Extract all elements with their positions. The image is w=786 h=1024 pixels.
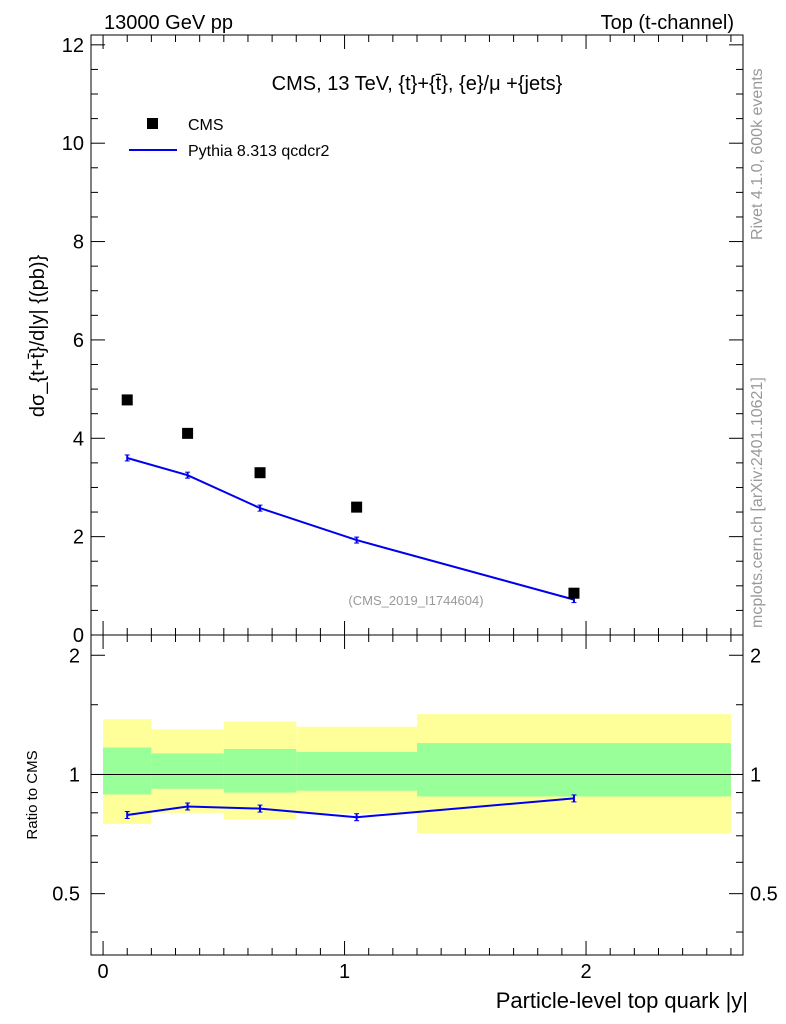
uncertainty-band-green	[296, 751, 417, 791]
header-left: 13000 GeV pp	[104, 12, 233, 34]
cms-data-point	[182, 427, 194, 439]
ratio-ytick-label-left: 2	[69, 645, 80, 667]
uncertainty-band-green	[103, 747, 152, 795]
legend-label-pythia: Pythia 8.313 qcdcr2	[188, 143, 330, 160]
ratio-ytick-label-right: 0.5	[750, 884, 778, 906]
main-ytick-label: 0	[73, 625, 84, 647]
ratio-panel: 0.5 0.5 1 1 2 2 0 1 2 Ratio to CMS Particle-leve…	[24, 634, 778, 1013]
xtick-label: 0	[98, 961, 109, 983]
main-ytick-label: 12	[62, 35, 84, 57]
ratio-ytick-label-left: 0.5	[52, 884, 80, 906]
uncertainty-band-green	[151, 753, 224, 789]
legend-marker-cms	[147, 118, 158, 129]
xtick-label: 2	[580, 961, 591, 983]
ratio-ylabel: Ratio to CMS	[24, 750, 41, 839]
rivet-label: Rivet 4.1.0, 600k events	[749, 68, 766, 240]
ratio-ytick-label-right: 2	[750, 645, 761, 667]
xtick-label: 1	[339, 961, 350, 983]
cms-data-point	[121, 394, 133, 406]
xaxis-label: Particle-level top quark |y|	[496, 988, 748, 1013]
analysis-annotation: (CMS_2019_I1744604)	[348, 593, 483, 608]
mcplots-label: mcplots.cern.ch [arXiv:2401.10621]	[749, 377, 766, 628]
cms-data-point	[351, 501, 363, 513]
main-ytick-label: 6	[73, 330, 84, 352]
ratio-ytick-label-left: 1	[69, 764, 80, 786]
cms-data-point	[254, 467, 266, 479]
main-ytick-label: 2	[73, 527, 84, 549]
main-panel: 0 2 4 6 8 10 12 CMS, 13 TeV, {t}+{t̄}, {e}/μ +…	[27, 34, 744, 647]
main-ytick-label: 10	[62, 133, 84, 155]
uncertainty-band-green	[417, 743, 731, 797]
pythia-line	[126, 457, 575, 601]
uncertainty-band-green	[223, 748, 297, 793]
main-ytick-label: 8	[73, 232, 84, 254]
ratio-ytick-label-right: 1	[750, 764, 761, 786]
main-ytick-label: 4	[73, 428, 84, 450]
header-right: Top (t-channel)	[601, 12, 734, 34]
cms-data-point	[568, 587, 580, 599]
main-ylabel: dσ_{t+t̄}/d|y| {(pb)}	[27, 255, 49, 418]
main-title: CMS, 13 TeV, {t}+{t̄}, {e}/μ +{jets}	[272, 73, 563, 95]
legend: CMS Pythia 8.313 qcdcr2	[129, 117, 330, 160]
legend-label-cms: CMS	[188, 117, 224, 134]
